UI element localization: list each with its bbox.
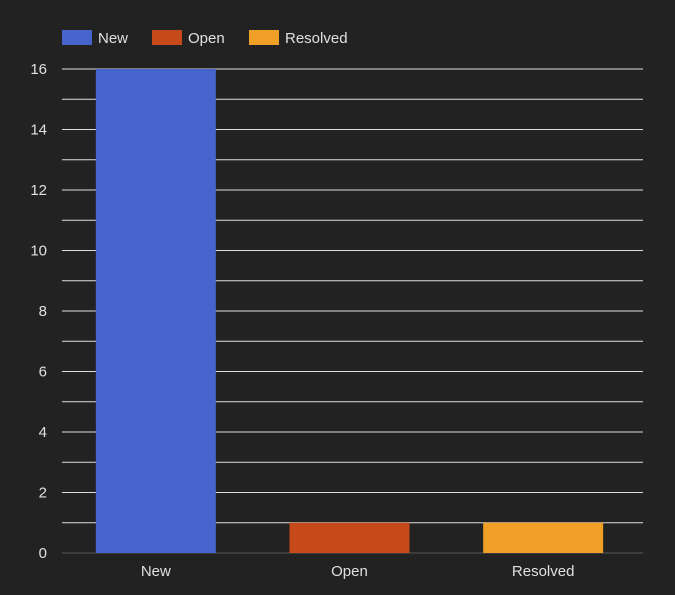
- x-category-label: Resolved: [512, 563, 575, 580]
- y-tick-label: 16: [30, 61, 47, 78]
- y-tick-label: 14: [30, 122, 47, 139]
- y-tick-label: 4: [39, 424, 47, 441]
- bar-new: [95, 69, 216, 553]
- legend-label: Resolved: [285, 30, 348, 47]
- legend-swatch: [249, 30, 279, 45]
- y-tick-label: 12: [30, 182, 47, 199]
- y-tick-label: 6: [39, 364, 47, 381]
- legend-item-resolved: Resolved: [249, 30, 348, 47]
- y-tick-label: 0: [39, 545, 47, 562]
- x-axis-labels: New Open Resolved: [141, 563, 575, 580]
- legend-swatch: [62, 30, 92, 45]
- x-category-label: Open: [331, 563, 368, 580]
- y-tick-label: 2: [39, 485, 47, 502]
- legend-label: Open: [188, 30, 225, 47]
- legend-label: New: [98, 30, 128, 47]
- bars: [95, 69, 604, 553]
- legend-item-new: New: [62, 30, 128, 47]
- legend-swatch: [152, 30, 182, 45]
- y-tick-label: 10: [30, 243, 47, 260]
- y-tick-label: 8: [39, 303, 47, 320]
- legend-item-open: Open: [152, 30, 225, 47]
- x-category-label: New: [141, 563, 171, 580]
- bar-resolved: [483, 522, 604, 553]
- legend: New Open Resolved: [62, 30, 348, 47]
- bar-open: [289, 522, 410, 553]
- y-axis-ticks: 0 2 4 6 8 10 12 14 16: [30, 61, 47, 562]
